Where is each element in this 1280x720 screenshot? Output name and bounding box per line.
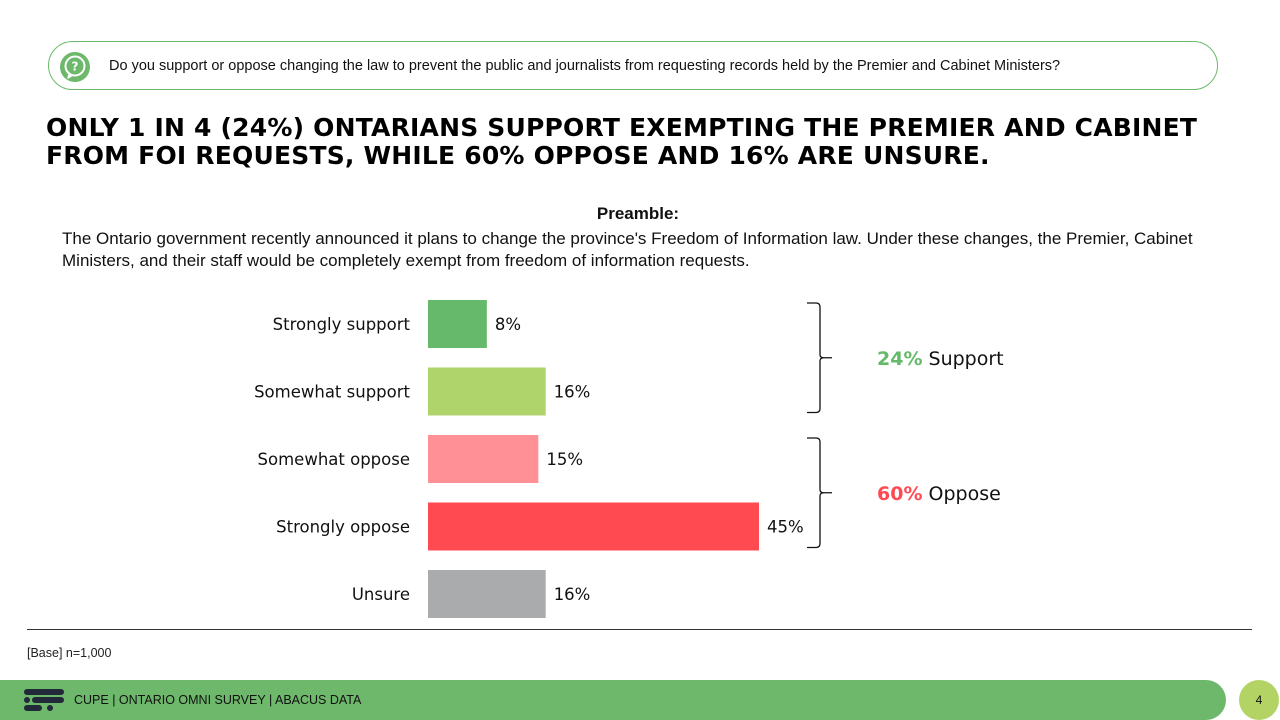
bar	[428, 367, 546, 416]
question-box: ? Do you support or oppose changing the …	[48, 41, 1218, 90]
divider	[27, 629, 1252, 630]
bar	[428, 435, 539, 483]
category-label: Somewhat oppose	[258, 450, 410, 469]
bar	[428, 570, 546, 618]
bar	[428, 300, 487, 348]
preamble-text: The Ontario government recently announce…	[62, 229, 1193, 270]
group-bracket	[807, 302, 832, 414]
category-label: Strongly oppose	[276, 518, 410, 537]
headline: ONLY 1 IN 4 (24%) ONTARIANS SUPPORT EXEM…	[46, 113, 1198, 170]
group-bracket	[807, 437, 832, 549]
bar	[428, 502, 759, 551]
category-label: Somewhat support	[254, 383, 410, 402]
group-name: Support	[922, 348, 1003, 370]
base-note: [Base] n=1,000	[27, 646, 112, 660]
group-name: Oppose	[922, 483, 1000, 505]
value-label: 8%	[495, 315, 521, 334]
group-percent: 60%	[877, 483, 922, 505]
footer-bar: CUPE | ONTARIO OMNI SURVEY | ABACUS DATA	[0, 680, 1226, 720]
svg-text:?: ?	[72, 60, 79, 74]
category-label: Strongly support	[273, 315, 411, 334]
value-label: 16%	[554, 383, 591, 402]
value-label: 15%	[546, 450, 583, 469]
page-number: 4	[1239, 680, 1279, 720]
value-label: 45%	[767, 518, 804, 537]
footer-text: CUPE | ONTARIO OMNI SURVEY | ABACUS DATA	[74, 693, 362, 707]
category-label: Unsure	[352, 585, 410, 604]
question-icon: ?	[60, 52, 90, 82]
preamble-title: Preamble:	[596, 204, 680, 223]
group-percent: 24%	[877, 348, 922, 370]
group-label: 24% Support	[877, 348, 1004, 370]
value-label: 16%	[554, 585, 591, 604]
question-text: Do you support or oppose changing the la…	[109, 58, 1061, 74]
bar-chart: Strongly support 8% Somewhat support 16% Som…	[254, 300, 1004, 618]
abacus-logo-icon	[24, 689, 64, 711]
group-label: 60% Oppose	[877, 483, 1001, 505]
